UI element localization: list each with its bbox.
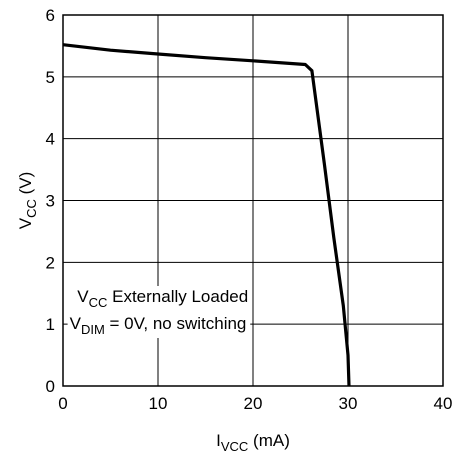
annotation-line-1: VCC Externally Loaded xyxy=(77,287,248,310)
y-tick-label-3: 3 xyxy=(46,192,55,211)
x-tick-label-30: 30 xyxy=(339,394,358,413)
annotation-background xyxy=(67,286,251,338)
plot-border xyxy=(62,14,444,387)
y-axis-label-rest: (V) xyxy=(16,172,35,199)
y-tick-label-2: 2 xyxy=(46,253,55,272)
x-axis-label-main: I xyxy=(216,431,221,450)
series-line-0 xyxy=(62,43,351,387)
x-tick-label-10: 10 xyxy=(149,394,168,413)
annotation-line-2-rest: = 0V, no switching xyxy=(105,314,247,333)
y-axis-label: VCC (V) xyxy=(16,172,39,230)
y-tick-label-5: 5 xyxy=(46,68,55,87)
y-tick-label-4: 4 xyxy=(46,130,55,149)
annotation-line-1-rest: Externally Loaded xyxy=(107,287,248,306)
x-axis-label-sub: VCC xyxy=(221,439,248,454)
annotation-line-2-main: V xyxy=(70,314,82,333)
plot-frame xyxy=(62,14,444,387)
x-axis-label-rest: (mA) xyxy=(248,431,290,450)
tick-labels: 0 10 20 30 40 0 1 2 3 4 5 6 xyxy=(46,6,453,413)
y-tick-label-6: 6 xyxy=(46,6,55,25)
y-axis-label-sub: CC xyxy=(24,199,39,218)
x-tick-label-20: 20 xyxy=(244,394,263,413)
x-tick-label-40: 40 xyxy=(434,394,453,413)
annotation-line-2-sub: DIM xyxy=(81,322,105,337)
annotation-line-1-sub: CC xyxy=(89,295,108,310)
x-axis-label: IVCC (mA) xyxy=(216,431,290,454)
y-axis-label-main: V xyxy=(16,217,35,229)
annotation-line-1-main: V xyxy=(77,287,89,306)
x-tick-label-0: 0 xyxy=(58,394,67,413)
annotation: VCC Externally Loaded VDIM = 0V, no swit… xyxy=(67,286,251,338)
y-tick-label-0: 0 xyxy=(46,377,55,396)
y-tick-label-1: 1 xyxy=(46,315,55,334)
annotation-line-2: VDIM = 0V, no switching xyxy=(70,314,247,337)
series-layer xyxy=(62,43,351,387)
